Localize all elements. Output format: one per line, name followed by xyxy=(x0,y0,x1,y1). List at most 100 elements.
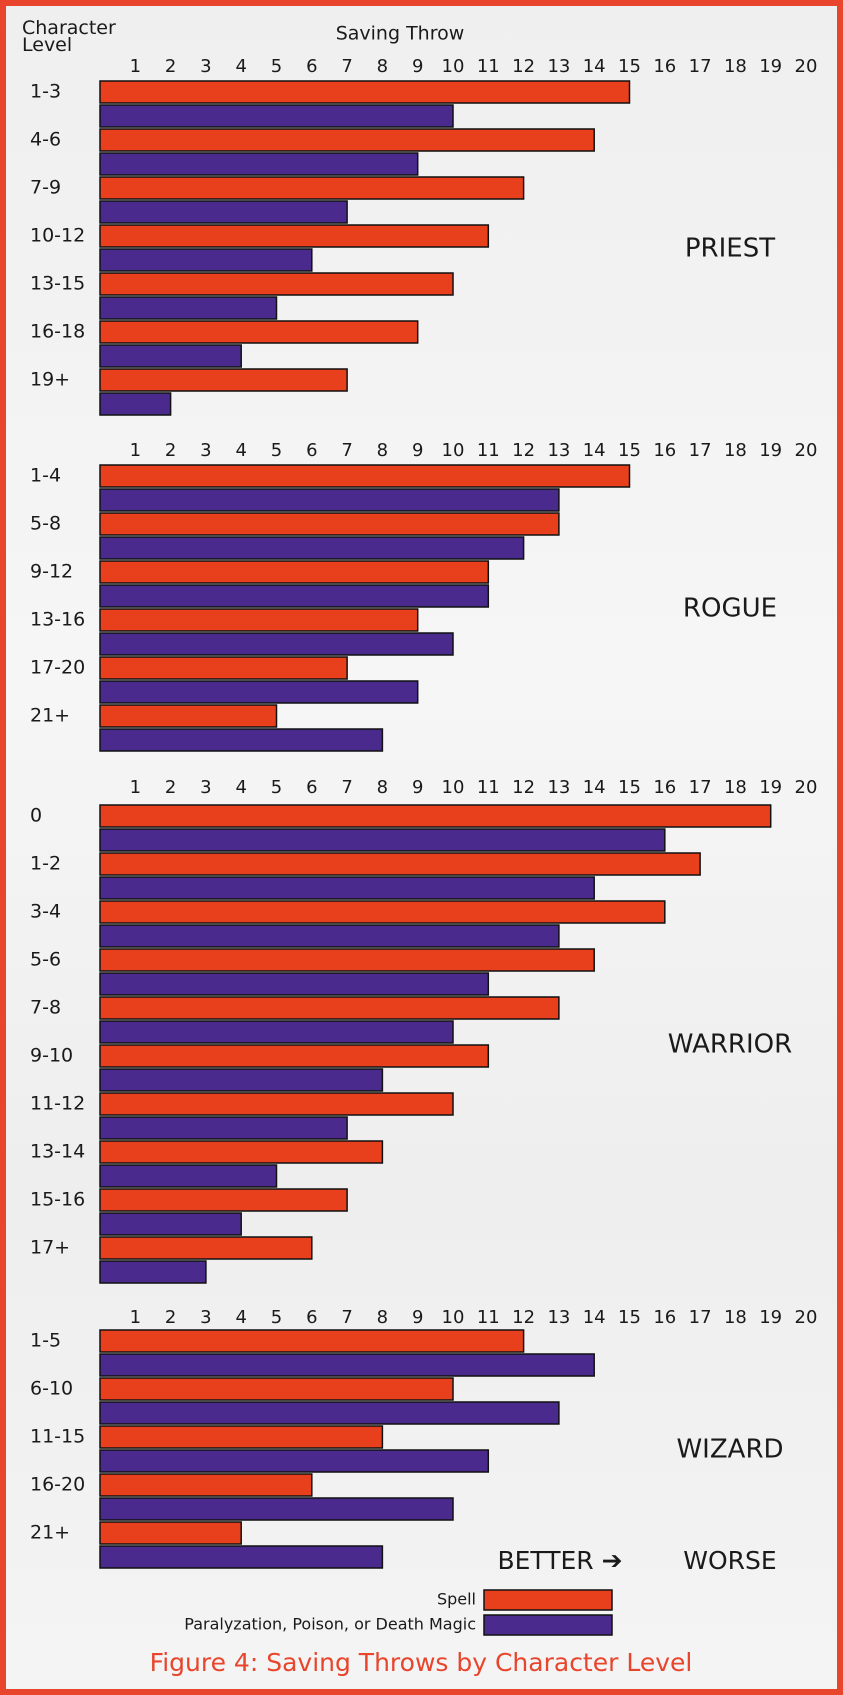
y-tick-label: 11-12 xyxy=(30,1093,85,1115)
bar xyxy=(99,1212,242,1236)
bar xyxy=(99,320,419,344)
bar xyxy=(99,152,419,176)
x-tick-label: 12 xyxy=(512,777,535,798)
x-tick-label: 19 xyxy=(759,777,782,798)
bar xyxy=(99,1545,384,1569)
x-tick-label: 11 xyxy=(477,56,500,77)
bar xyxy=(99,828,666,852)
class-label: WIZARD xyxy=(676,1435,783,1465)
x-tick-label: 20 xyxy=(795,1307,818,1328)
x-tick-label: 6 xyxy=(306,440,317,461)
x-tick-label: 10 xyxy=(442,1307,465,1328)
bar xyxy=(99,128,595,152)
x-tick-label: 1 xyxy=(130,1307,141,1328)
y-tick-label: 1-3 xyxy=(30,81,61,103)
bar xyxy=(99,996,560,1020)
y-tick-label: 7-8 xyxy=(30,997,61,1019)
x-tick-label: 10 xyxy=(442,440,465,461)
bar xyxy=(99,1425,384,1449)
bar xyxy=(99,900,666,924)
x-tick-label: 2 xyxy=(165,440,176,461)
bar xyxy=(99,104,454,128)
x-tick-label: 9 xyxy=(412,777,423,798)
x-tick-label: 6 xyxy=(306,1307,317,1328)
y-tick-label: 16-18 xyxy=(30,321,85,343)
legend-swatch xyxy=(483,1589,613,1611)
y-tick-label: 6-10 xyxy=(30,1378,73,1400)
bar xyxy=(99,1521,242,1545)
x-tick-label: 2 xyxy=(165,777,176,798)
x-tick-label: 7 xyxy=(341,56,352,77)
x-tick-label: 5 xyxy=(271,1307,282,1328)
annotation: BETTER ➔ xyxy=(497,1546,622,1575)
y-tick-label: 10-12 xyxy=(30,225,85,247)
x-tick-label: 18 xyxy=(724,56,747,77)
bar xyxy=(99,1236,313,1260)
class-label: PRIEST xyxy=(685,234,775,264)
x-tick-label: 18 xyxy=(724,1307,747,1328)
x-tick-label: 5 xyxy=(271,56,282,77)
bar xyxy=(99,1068,384,1092)
bar xyxy=(99,1140,384,1164)
x-tick-label: 7 xyxy=(341,440,352,461)
y-axis-label: Character Level xyxy=(22,17,116,56)
x-tick-label: 13 xyxy=(547,56,570,77)
x-tick-label: 9 xyxy=(412,1307,423,1328)
bar xyxy=(99,656,348,680)
x-tick-label: 19 xyxy=(759,56,782,77)
x-tick-label: 20 xyxy=(795,777,818,798)
bar xyxy=(99,488,560,512)
y-tick-label: 15-16 xyxy=(30,1189,85,1211)
x-axis-label: Saving Throw xyxy=(336,23,465,45)
x-tick-label: 16 xyxy=(653,777,676,798)
bar xyxy=(99,924,560,948)
bar xyxy=(99,1377,454,1401)
x-tick-label: 10 xyxy=(442,56,465,77)
x-tick-label: 17 xyxy=(689,56,712,77)
bar xyxy=(99,248,313,272)
x-tick-label: 12 xyxy=(512,1307,535,1328)
bar xyxy=(99,852,701,876)
y-tick-label: 5-8 xyxy=(30,513,61,535)
bar xyxy=(99,1188,348,1212)
x-tick-label: 12 xyxy=(512,56,535,77)
x-tick-label: 5 xyxy=(271,777,282,798)
y-tick-label: 7-9 xyxy=(30,177,61,199)
x-tick-label: 1 xyxy=(130,56,141,77)
bar xyxy=(99,584,490,608)
bar xyxy=(99,1044,490,1068)
x-tick-label: 4 xyxy=(235,777,246,798)
x-tick-label: 14 xyxy=(583,777,606,798)
x-tick-label: 1 xyxy=(130,777,141,798)
y-tick-label: 21+ xyxy=(30,1522,70,1544)
bar xyxy=(99,804,772,828)
x-tick-label: 16 xyxy=(653,440,676,461)
y-tick-label: 9-12 xyxy=(30,561,73,583)
x-tick-label: 17 xyxy=(689,1307,712,1328)
bar xyxy=(99,1260,207,1284)
bar xyxy=(99,632,454,656)
bar xyxy=(99,1353,595,1377)
bar xyxy=(99,464,631,488)
x-tick-label: 15 xyxy=(618,777,641,798)
x-tick-label: 3 xyxy=(200,777,211,798)
x-tick-label: 19 xyxy=(759,1307,782,1328)
bar xyxy=(99,80,631,104)
y-tick-label: 17+ xyxy=(30,1237,70,1259)
x-tick-label: 6 xyxy=(306,777,317,798)
bar xyxy=(99,512,560,536)
x-tick-label: 8 xyxy=(377,440,388,461)
y-tick-label: 1-4 xyxy=(30,465,61,487)
bar xyxy=(99,536,525,560)
x-tick-label: 10 xyxy=(442,777,465,798)
y-tick-label: 4-6 xyxy=(30,129,61,151)
bar xyxy=(99,972,490,996)
x-tick-label: 3 xyxy=(200,1307,211,1328)
x-tick-label: 8 xyxy=(377,777,388,798)
class-label: ROGUE xyxy=(683,594,777,624)
x-tick-label: 16 xyxy=(653,56,676,77)
x-tick-label: 9 xyxy=(412,440,423,461)
x-tick-label: 14 xyxy=(583,440,606,461)
legend-label: Paralyzation, Poison, or Death Magic xyxy=(184,1615,476,1634)
bar xyxy=(99,1164,278,1188)
